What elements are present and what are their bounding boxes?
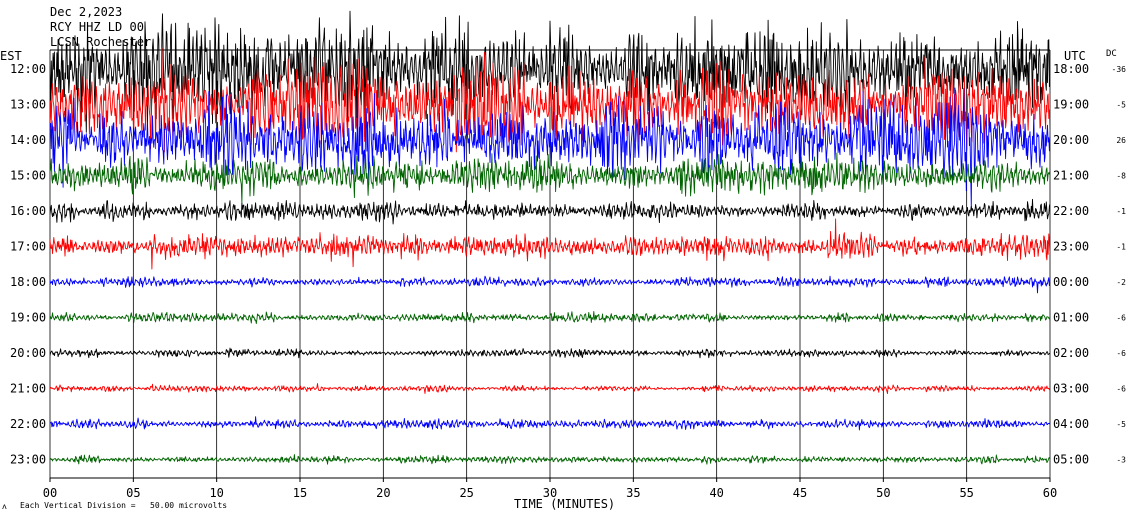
x-tick-label: 05 (126, 486, 140, 500)
row-dc-offset: -5 (1116, 420, 1126, 429)
row-label-est: 22:00 (10, 417, 46, 431)
row-label-utc: 23:00 (1053, 240, 1089, 254)
row-label-utc: 02:00 (1053, 346, 1089, 360)
row-dc-offset: -3 (1116, 456, 1126, 465)
trace-row (50, 10, 1050, 138)
row-label-utc: 03:00 (1053, 382, 1089, 396)
right-axis-label: UTC (1064, 49, 1086, 63)
seismic-traces (50, 10, 1050, 465)
scale-note-marker: ᴧ (2, 502, 7, 511)
x-tick-label: 15 (293, 486, 307, 500)
x-tick-label: 35 (626, 486, 640, 500)
row-dc-offset: -1 (1116, 243, 1126, 252)
row-label-utc: 05:00 (1053, 453, 1089, 467)
x-axis-title: TIME (MINUTES) (514, 497, 615, 511)
row-label-est: 16:00 (10, 204, 46, 218)
row-label-est: 18:00 (10, 275, 46, 289)
x-tick-label: 45 (793, 486, 807, 500)
row-dc-offset: -36 (1112, 65, 1127, 74)
row-label-utc: 18:00 (1053, 62, 1089, 76)
row-labels: 12:00 18:00 -36 13:00 19:00 -5 14:00 20:00 26 15:… (10, 62, 1126, 467)
row-dc-offset: -6 (1116, 314, 1126, 323)
row-label-utc: 22:00 (1053, 204, 1089, 218)
x-tick-label: 55 (959, 486, 973, 500)
trace-row (50, 311, 1050, 324)
left-axis-label: EST (0, 49, 22, 63)
row-dc-offset: -5 (1116, 101, 1126, 110)
x-tick-label: 00 (43, 486, 57, 500)
dc-label: DC (1106, 49, 1117, 59)
trace-row (50, 416, 1050, 431)
x-tick-label: 25 (459, 486, 473, 500)
trace-row (50, 198, 1050, 225)
row-dc-offset: -2 (1116, 278, 1126, 287)
row-dc-offset: -8 (1116, 172, 1126, 181)
row-dc-offset: -1 (1116, 207, 1126, 216)
row-dc-offset: -6 (1116, 385, 1126, 394)
trace-row (50, 275, 1050, 294)
trace-row (50, 47, 1050, 153)
row-label-est: 12:00 (10, 62, 46, 76)
x-tick-label: 30 (543, 486, 557, 500)
x-tick-label: 10 (209, 486, 223, 500)
row-label-utc: 04:00 (1053, 417, 1089, 431)
row-label-est: 19:00 (10, 311, 46, 325)
vertical-gridlines (49, 50, 1051, 478)
scale-note: Each Vertical Division = 50.00 microvolt… (20, 501, 227, 510)
x-tick-label: 50 (876, 486, 890, 500)
row-label-utc: 01:00 (1053, 311, 1089, 325)
trace-row (50, 347, 1050, 359)
row-label-utc: 19:00 (1053, 98, 1089, 112)
row-label-est: 13:00 (10, 98, 46, 112)
row-label-est: 15:00 (10, 169, 46, 183)
row-label-utc: 20:00 (1053, 133, 1089, 147)
trace-row (50, 383, 1050, 395)
row-label-est: 21:00 (10, 382, 46, 396)
row-dc-offset: 26 (1116, 136, 1126, 145)
x-tick-label: 60 (1043, 486, 1057, 500)
row-label-utc: 21:00 (1053, 169, 1089, 183)
x-axis-ticks: 00 05 10 15 20 25 30 35 40 45 50 55 60 (43, 478, 1057, 500)
header-channel: RCY HHZ LD 00 (50, 20, 144, 34)
row-label-est: 17:00 (10, 240, 46, 254)
trace-row (50, 152, 1050, 204)
trace-row (50, 87, 1050, 209)
row-dc-offset: -6 (1116, 349, 1126, 358)
row-label-utc: 00:00 (1053, 275, 1089, 289)
row-label-est: 14:00 (10, 133, 46, 147)
x-tick-label: 20 (376, 486, 390, 500)
row-label-est: 23:00 (10, 453, 46, 467)
row-label-est: 20:00 (10, 346, 46, 360)
x-tick-label: 40 (709, 486, 723, 500)
header-date: Dec 2,2023 (50, 5, 122, 19)
trace-row (50, 454, 1050, 465)
trace-row (50, 218, 1050, 270)
